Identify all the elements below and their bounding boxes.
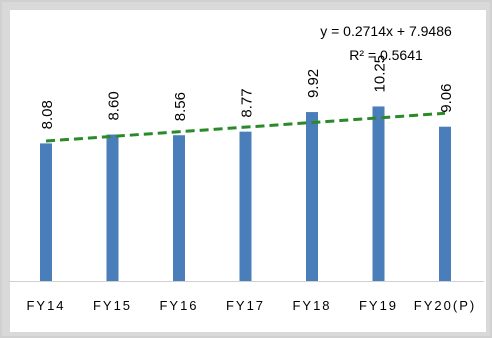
data-labels-group: 8.08 8.60 8.56 8.77 9.92 10.25 9.06 <box>39 55 455 130</box>
x-tick-label: FY17 <box>226 298 265 313</box>
data-label: 8.60 <box>106 91 123 120</box>
trendline-equation: y = 0.2714x + 7.9486 <box>320 23 452 39</box>
data-label: 9.92 <box>305 69 322 98</box>
x-tick-label: FY18 <box>292 298 331 313</box>
data-label: 8.77 <box>239 88 256 117</box>
x-tick-label: FY14 <box>26 298 65 313</box>
bars-group <box>40 106 451 282</box>
bar-fy19 <box>372 106 385 281</box>
bar-fy16 <box>173 135 185 281</box>
trendline-r-squared: R² = 0.5641 <box>349 47 423 63</box>
trendline <box>45 111 446 143</box>
x-tick-label: FY19 <box>359 298 398 313</box>
x-tick-labels-group: FY14 FY15 FY16 FY17 FY18 FY19 FY20(P) <box>26 298 476 313</box>
x-tick-label: FY15 <box>93 298 132 313</box>
bar-fy20-p- <box>439 126 451 282</box>
data-label: 9.06 <box>438 84 455 113</box>
data-label: 8.56 <box>172 92 189 121</box>
bar-fy18 <box>306 112 318 282</box>
bar-fy15 <box>106 134 119 281</box>
x-tick-label: FY20(P) <box>414 298 476 313</box>
bar-fy17 <box>239 131 252 281</box>
data-label: 10.25 <box>372 55 389 93</box>
bar-fy14 <box>40 143 52 281</box>
x-tick-label: FY16 <box>159 298 198 313</box>
data-label: 8.08 <box>39 100 56 129</box>
